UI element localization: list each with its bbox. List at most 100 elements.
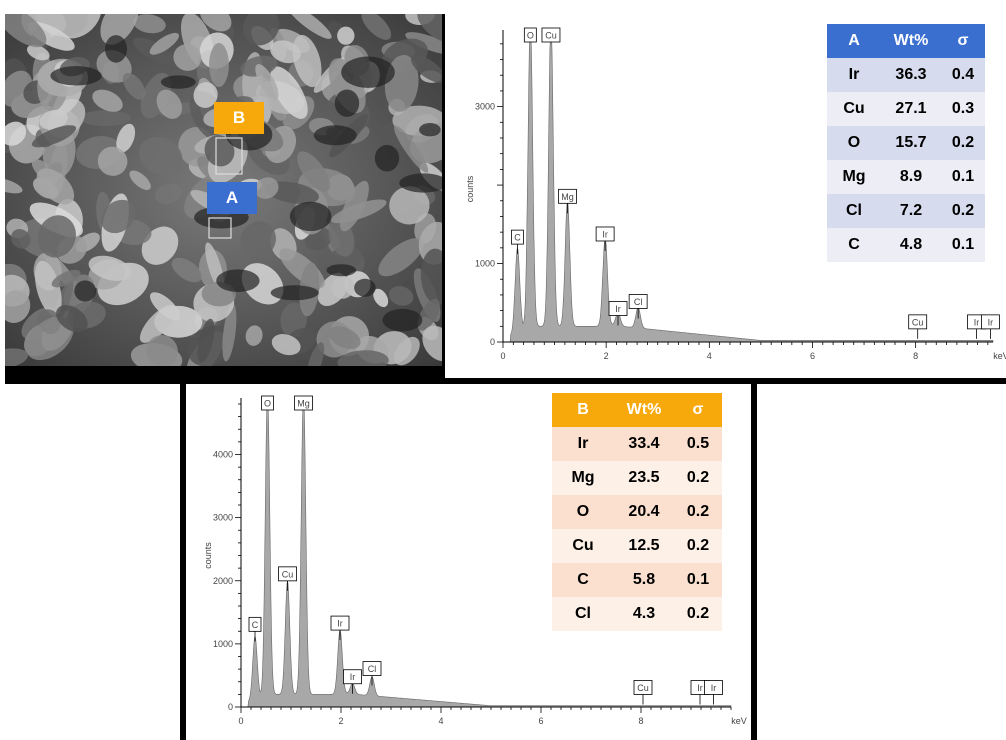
peak-label: Cl	[362, 661, 382, 686]
y-tick-label: 2000	[213, 576, 233, 586]
wt-cell: 36.3	[881, 58, 941, 92]
sem-grain	[26, 44, 50, 61]
element-cell: Cu	[552, 529, 614, 563]
peak-label: Ir	[704, 680, 723, 705]
marker-a: A	[207, 182, 257, 214]
sem-grain	[361, 14, 392, 40]
sem-grain	[5, 177, 23, 194]
sem-grain	[197, 318, 215, 363]
element-cell: Mg	[552, 461, 614, 495]
sem-pore	[105, 35, 127, 63]
sigma-cell: 0.2	[674, 495, 722, 529]
sem-grain	[116, 123, 136, 153]
svg-text:Cu: Cu	[282, 569, 294, 579]
sigma-cell: 0.2	[674, 597, 722, 631]
svg-text:Mg: Mg	[561, 192, 574, 202]
peak-label: Ir	[330, 615, 350, 641]
peak-label: Mg	[558, 188, 577, 214]
svg-text:Ir: Ir	[974, 317, 980, 327]
sem-grain	[101, 199, 136, 234]
sem-grain	[245, 325, 263, 346]
sem-grain	[389, 186, 430, 225]
sigma-cell: 0.4	[941, 58, 985, 92]
sem-grain	[270, 66, 308, 119]
sem-grain	[5, 290, 31, 324]
edx-spectrum-a: 0 2 4 6 8 0 1000 3000 keV counts C O Cu Mg Ir Ir Cl Cu Ir I…	[442, 14, 1006, 384]
table-row: C 5.8 0.1	[552, 563, 722, 597]
table-row: Cu 12.5 0.2	[552, 529, 722, 563]
element-cell: Cu	[827, 92, 881, 126]
table-b-header-sigma: σ	[674, 393, 722, 427]
sem-pore	[374, 144, 400, 172]
sem-grain	[292, 34, 322, 88]
sem-grain	[242, 14, 280, 46]
element-cell: C	[552, 563, 614, 597]
sem-grain	[34, 260, 62, 316]
svg-text:Ir: Ir	[602, 229, 608, 239]
x-axis-label: keV	[993, 351, 1006, 361]
svg-text:C: C	[252, 620, 259, 630]
y-tick-label: 4000	[213, 450, 233, 460]
table-a-header-region: A	[827, 24, 881, 58]
sigma-cell: 0.1	[941, 228, 985, 262]
wt-cell: 27.1	[881, 92, 941, 126]
sigma-cell: 0.2	[674, 461, 722, 495]
wt-cell: 23.5	[614, 461, 674, 495]
wt-cell: 15.7	[881, 126, 941, 160]
sem-grain	[270, 40, 301, 64]
y-tick-label: 0	[228, 702, 233, 712]
sem-grain	[331, 276, 355, 299]
x-axis-label: keV	[731, 716, 747, 726]
sem-grain	[240, 221, 276, 259]
sem-grain	[373, 288, 389, 308]
spectrum-area	[508, 35, 994, 343]
marker-b-label: B	[232, 108, 246, 127]
x-tick-label: 0	[500, 351, 505, 361]
svg-text:O: O	[264, 399, 271, 409]
sem-grain	[222, 303, 237, 362]
sem-grain	[173, 44, 202, 71]
sem-grain	[297, 151, 330, 192]
x-tick-label: 6	[810, 351, 815, 361]
sem-grain	[100, 14, 139, 45]
sem-pore	[419, 123, 441, 137]
sem-grain	[88, 255, 132, 281]
sem-pore	[326, 264, 357, 277]
table-row: Cl 4.3 0.2	[552, 597, 722, 631]
sem-grain	[422, 325, 442, 362]
sem-grain	[417, 298, 440, 331]
svg-text:Ir: Ir	[350, 672, 356, 682]
svg-text:Cl: Cl	[634, 297, 643, 307]
wt-cell: 5.8	[614, 563, 674, 597]
sem-grain	[39, 109, 68, 130]
sem-pore	[341, 56, 395, 88]
table-row: Cl 7.2 0.2	[827, 194, 985, 228]
table-b-header-wt: Wt%	[614, 393, 674, 427]
sem-grain	[31, 125, 77, 148]
peak-label: C	[248, 616, 262, 642]
y-tick-label: 3000	[475, 102, 495, 112]
composition-table-a: A Wt% σ Ir 36.3 0.4 Cu 27.1 0.3 O 15.7 0.2 Mg 8…	[827, 24, 985, 262]
table-row: O 15.7 0.2	[827, 126, 985, 160]
svg-text:C: C	[514, 233, 521, 243]
wt-cell: 12.5	[614, 529, 674, 563]
element-cell: O	[827, 126, 881, 160]
sem-grain	[154, 183, 183, 205]
sem-pore	[160, 75, 196, 89]
sem-grain	[36, 168, 75, 205]
y-axis-label: counts	[465, 175, 475, 202]
table-row: Mg 8.9 0.1	[827, 160, 985, 194]
sem-grain	[254, 177, 279, 199]
svg-text:Ir: Ir	[988, 317, 994, 327]
region-b-box	[215, 137, 243, 175]
svg-text:Cu: Cu	[637, 683, 649, 693]
sem-grain	[129, 170, 151, 190]
marker-b: B	[214, 102, 264, 134]
peak-label: Ir	[595, 226, 615, 251]
x-tick-label: 8	[913, 351, 918, 361]
sem-pore	[50, 66, 102, 86]
x-tick-label: 6	[538, 716, 543, 726]
peak-label: Cu	[278, 566, 297, 591]
element-cell: C	[827, 228, 881, 262]
peak-label: Ir	[343, 669, 362, 694]
